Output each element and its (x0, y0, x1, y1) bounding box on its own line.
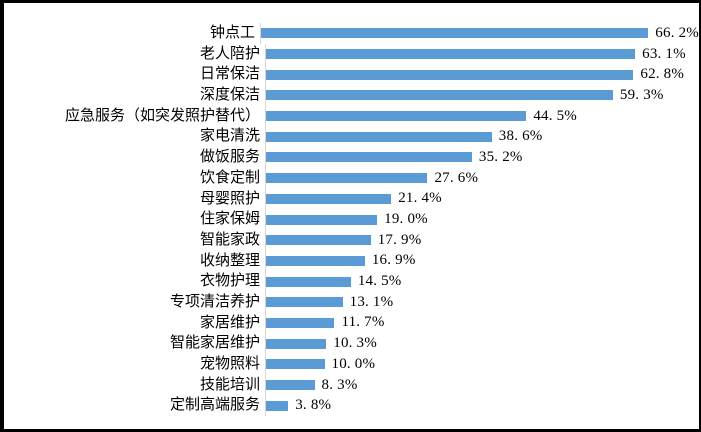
category-label: 技能培训 (199, 376, 260, 393)
category-label: 家电清洗 (199, 128, 260, 145)
bar-rows: 钟点工 66. 2% 老人陪护 63. 1% 日常保洁 62. 8% 深度保洁 … (4, 23, 699, 417)
category-label: 饮食定制 (199, 169, 260, 186)
bar-track: 13. 1% (265, 291, 699, 313)
value-label: 19. 0% (384, 211, 428, 228)
category-label: 深度保洁 (199, 87, 260, 104)
value-label: 44. 5% (533, 107, 578, 124)
value-label: 63. 1% (642, 45, 686, 62)
value-label: 21. 4% (398, 190, 442, 207)
value-label: 13. 1% (349, 293, 394, 310)
category-label: 做饭服务 (199, 149, 260, 166)
chart-row: 定制高端服务 3. 8% (4, 395, 699, 417)
bar-track: 10. 0% (265, 354, 699, 375)
bar-track: 66. 2% (260, 23, 699, 44)
chart-row: 技能培训 8. 3% (4, 374, 699, 396)
chart-row: 应急服务（如突发照护替代） 44. 5% (4, 105, 699, 127)
bar-track: 3. 8% (265, 395, 699, 417)
value-label: 16. 9% (371, 252, 416, 269)
bar (266, 131, 492, 142)
category-label: 应急服务（如突发照护替代） (64, 107, 260, 124)
chart-row: 深度保洁 59. 3% (4, 85, 699, 106)
value-label: 14. 5% (357, 273, 402, 290)
chart-row: 家电清洗 38. 6% (4, 126, 699, 148)
chart-row: 家居维护 11. 7% (4, 312, 699, 334)
chart-row: 饮食定制 27. 6% (4, 167, 699, 189)
category-label: 母婴照护 (199, 190, 260, 207)
chart-row: 钟点工 66. 2% (4, 23, 699, 44)
category-label: 智能家政 (199, 231, 260, 248)
bar (261, 28, 649, 39)
value-label: 3. 8% (295, 397, 332, 414)
value-label: 66. 2% (655, 24, 699, 41)
chart-row: 做饭服务 35. 2% (4, 147, 699, 168)
bar-track: 44. 5% (265, 105, 699, 127)
category-label: 家居维护 (199, 314, 260, 331)
chart-row: 收纳整理 16. 9% (4, 250, 699, 272)
chart-row: 智能家政 17. 9% (4, 229, 699, 251)
value-label: 10. 0% (331, 355, 376, 372)
value-label: 27. 6% (434, 169, 479, 186)
bar-chart: 钟点工 66. 2% 老人陪护 63. 1% 日常保洁 62. 8% 深度保洁 … (4, 3, 699, 429)
value-label: 59. 3% (619, 86, 664, 103)
bar (266, 380, 315, 391)
category-label: 住家保姆 (199, 211, 260, 228)
value-label: 8. 3% (321, 376, 358, 393)
bar-track: 14. 5% (265, 271, 699, 292)
chart-row: 智能家居维护 10. 3% (4, 333, 699, 354)
category-label: 定制高端服务 (169, 397, 260, 414)
bar-track: 35. 2% (265, 147, 699, 168)
bar-track: 27. 6% (265, 167, 699, 189)
bar-track: 11. 7% (265, 312, 699, 334)
bar (266, 90, 613, 101)
bar (266, 317, 335, 328)
chart-row: 日常保洁 62. 8% (4, 64, 699, 86)
value-label: 17. 9% (377, 231, 422, 248)
bar (266, 69, 634, 80)
chart-row: 老人陪护 63. 1% (4, 43, 699, 65)
value-label: 11. 7% (341, 314, 385, 331)
bar (266, 338, 327, 349)
bar (266, 152, 472, 163)
bar-track: 16. 9% (265, 250, 699, 272)
category-label: 钟点工 (210, 25, 256, 41)
value-label: 10. 3% (333, 335, 377, 352)
bar (266, 173, 428, 184)
bar (266, 276, 351, 287)
category-label: 老人陪护 (199, 45, 260, 62)
chart-row: 住家保姆 19. 0% (4, 209, 699, 230)
category-label: 专项清洁养护 (169, 293, 260, 310)
chart-row: 衣物护理 14. 5% (4, 271, 699, 292)
bar (266, 359, 325, 370)
chart-row: 专项清洁养护 13. 1% (4, 291, 699, 313)
bar-track: 19. 0% (265, 209, 699, 230)
bar (266, 214, 378, 225)
bar (266, 49, 636, 60)
bar (266, 297, 343, 308)
category-label: 日常保洁 (199, 66, 260, 83)
bar-track: 59. 3% (265, 85, 699, 106)
value-label: 35. 2% (478, 148, 523, 165)
category-label: 智能家居维护 (169, 335, 260, 352)
bar (266, 111, 527, 122)
bar-track: 38. 6% (265, 126, 699, 148)
bar-track: 63. 1% (265, 43, 699, 65)
value-label: 38. 6% (498, 128, 543, 145)
bar (266, 235, 371, 246)
chart-row: 宠物照料 10. 0% (4, 354, 699, 375)
bar (266, 400, 289, 411)
bar-track: 62. 8% (265, 64, 699, 86)
bar (266, 193, 392, 204)
bar-track: 17. 9% (265, 229, 699, 251)
bar-track: 10. 3% (265, 333, 699, 354)
bar-track: 21. 4% (265, 188, 699, 210)
category-label: 衣物护理 (199, 273, 260, 290)
category-label: 收纳整理 (199, 252, 260, 269)
chart-row: 母婴照护 21. 4% (4, 188, 699, 210)
bar (266, 255, 365, 266)
category-label: 宠物照料 (199, 356, 260, 372)
bar-track: 8. 3% (265, 374, 699, 396)
value-label: 62. 8% (640, 66, 685, 83)
